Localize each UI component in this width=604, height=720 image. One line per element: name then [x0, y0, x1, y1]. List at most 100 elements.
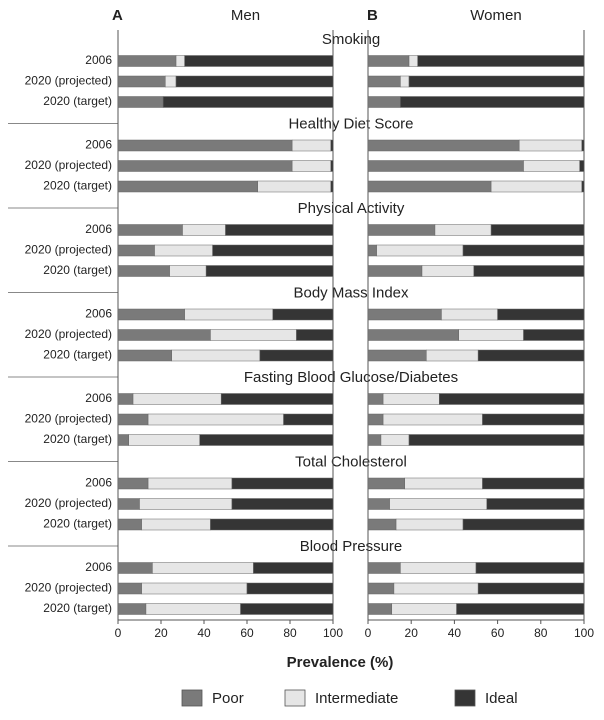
- bar-segment: [165, 75, 177, 88]
- bar-segment: [132, 393, 222, 405]
- group-title: Fasting Blood Glucose/Diabetes: [244, 369, 458, 386]
- bar-segment: [231, 498, 334, 510]
- bar-segment: [458, 329, 524, 341]
- bar-segment: [426, 349, 479, 362]
- bar-segment: [380, 434, 410, 446]
- bar-segment: [117, 96, 164, 108]
- x-tick-label: 20: [405, 626, 419, 640]
- group-title: Smoking: [322, 31, 380, 48]
- bar-segment: [367, 498, 390, 510]
- legend-swatch: [454, 689, 476, 707]
- bar-segment: [117, 244, 155, 257]
- bar-segment: [367, 160, 524, 172]
- bar-segment: [367, 96, 401, 108]
- x-tick-label: 40: [197, 626, 211, 640]
- bar-segment: [456, 603, 585, 615]
- y-tick-label: 2006: [85, 53, 112, 67]
- bar-segment: [225, 224, 334, 236]
- bar-segment: [141, 518, 211, 531]
- bar-segment: [117, 518, 142, 531]
- bar-segment: [367, 518, 397, 531]
- bar-segment: [272, 308, 334, 321]
- bar-segment: [246, 582, 334, 595]
- bar-segment: [518, 139, 583, 152]
- x-tick-label: 20: [154, 626, 168, 640]
- bar-segment: [421, 265, 475, 277]
- bar-segment: [497, 308, 585, 321]
- bar-segment: [475, 562, 585, 574]
- group-title: Physical Activity: [298, 200, 405, 217]
- bar-segment: [330, 160, 334, 172]
- bar-segment: [145, 603, 241, 615]
- y-tick-label: 2020 (target): [43, 263, 112, 277]
- y-tick-label: 2020 (projected): [25, 581, 112, 595]
- bar-segment: [117, 329, 211, 341]
- bar-segment: [395, 518, 464, 531]
- bar-segment: [400, 75, 410, 88]
- bar-segment: [523, 329, 585, 341]
- bar-segment: [117, 224, 183, 236]
- bar-segment: [141, 582, 248, 595]
- group-title: Total Cholesterol: [295, 453, 407, 470]
- bar-segment: [162, 96, 334, 108]
- bar-segment: [210, 518, 334, 531]
- x-tick-label: 60: [491, 626, 505, 640]
- bar-segment: [199, 434, 334, 446]
- bar-segment: [117, 393, 134, 405]
- bar-segment: [400, 562, 477, 574]
- bar-segment: [117, 477, 149, 490]
- bar-segment: [404, 477, 483, 490]
- bar-segment: [367, 349, 427, 362]
- x-tick-label: 80: [283, 626, 297, 640]
- x-tick-label: 100: [574, 626, 594, 640]
- bar-segment: [400, 96, 585, 108]
- bar-segment: [367, 265, 423, 277]
- bar-segment: [117, 562, 153, 574]
- bar-segment: [182, 224, 226, 236]
- legend-swatch: [284, 689, 306, 707]
- bar-segment: [117, 265, 170, 277]
- bar-segment: [175, 75, 334, 88]
- x-tick-label: 80: [534, 626, 548, 640]
- y-tick-label: 2006: [85, 391, 112, 405]
- y-tick-label: 2006: [85, 222, 112, 236]
- x-tick-label: 40: [448, 626, 462, 640]
- panel-title: Women: [470, 7, 521, 24]
- x-axis-label: Prevalence (%): [287, 654, 394, 671]
- bar-segment: [579, 160, 585, 172]
- bar-segment: [462, 518, 585, 531]
- bar-segment: [117, 139, 293, 152]
- x-tick-label: 0: [115, 626, 122, 640]
- bar-segment: [367, 477, 405, 490]
- bar-segment: [367, 308, 442, 321]
- bar-segment: [220, 393, 334, 405]
- bar-segment: [367, 75, 401, 88]
- bar-segment: [117, 160, 293, 172]
- x-tick-label: 0: [365, 626, 372, 640]
- y-tick-label: 2020 (projected): [25, 412, 112, 426]
- x-tick-label: 60: [240, 626, 254, 640]
- group-title: Healthy Diet Score: [288, 115, 413, 132]
- bar-segment: [382, 413, 483, 426]
- bar-segment: [117, 413, 149, 426]
- bar-segment: [376, 244, 464, 257]
- bar-segment: [523, 160, 580, 172]
- bar-segment: [367, 55, 410, 67]
- bar-segment: [408, 55, 418, 67]
- bar-segment: [490, 224, 585, 236]
- bar-segment: [473, 265, 585, 277]
- bar-segment: [367, 603, 393, 615]
- bar-segment: [117, 308, 185, 321]
- bar-segment: [330, 139, 334, 152]
- group-title: Blood Pressure: [300, 538, 403, 555]
- bar-segment: [117, 434, 129, 446]
- bar-segment: [367, 582, 395, 595]
- bar-segment: [205, 265, 334, 277]
- y-tick-label: 2006: [85, 560, 112, 574]
- y-tick-label: 2020 (target): [43, 94, 112, 108]
- legend-label: Ideal: [485, 690, 518, 707]
- bar-segment: [330, 180, 334, 193]
- bar-segment: [240, 603, 334, 615]
- bar-segment: [259, 349, 334, 362]
- bar-segment: [367, 434, 382, 446]
